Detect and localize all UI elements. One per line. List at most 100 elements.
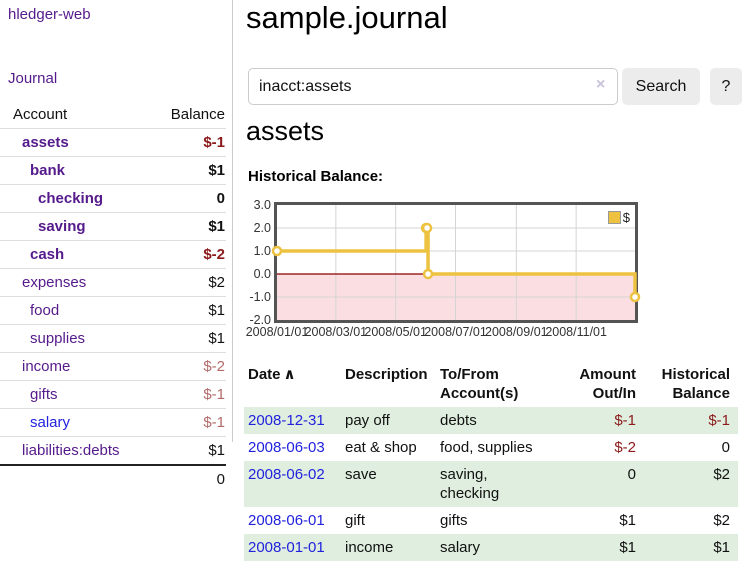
transaction-date-link[interactable]: 2008-01-01 bbox=[248, 539, 325, 556]
x-axis-tick-label: 2008/07/01 bbox=[424, 325, 487, 339]
transaction-accounts: saving, checking bbox=[440, 466, 500, 502]
sidebar-account-link[interactable]: income bbox=[22, 358, 71, 375]
transaction-date-link[interactable]: 2008-06-02 bbox=[248, 466, 325, 483]
accounts-header-line2: Account(s) bbox=[440, 385, 519, 402]
sidebar-account-balance: $1 bbox=[208, 330, 225, 347]
sidebar-account-balance: $1 bbox=[208, 442, 225, 459]
sidebar-account-link[interactable]: expenses bbox=[22, 274, 87, 291]
accounts-header-account: Account bbox=[13, 106, 68, 123]
sidebar-account-balance: $1 bbox=[208, 162, 225, 179]
chart-legend: $ bbox=[605, 209, 632, 226]
sidebar-account-link[interactable]: bank bbox=[30, 162, 66, 179]
amount-header-line1: Amount bbox=[579, 366, 636, 383]
accounts-header-balance: Balance bbox=[170, 106, 225, 123]
legend-label: $ bbox=[622, 210, 630, 225]
transaction-description: gift bbox=[345, 512, 366, 529]
register-table: Date ∧ Description To/From Account(s) Amo… bbox=[244, 362, 738, 561]
sidebar-account-balance: 0 bbox=[216, 190, 225, 207]
sidebar-account-row: cash $-2 bbox=[0, 241, 226, 269]
account-heading: assets bbox=[246, 116, 325, 146]
date-header-label: Date bbox=[248, 366, 281, 383]
sidebar-account-link[interactable]: salary bbox=[30, 414, 71, 431]
transaction-amount: 0 bbox=[627, 466, 636, 483]
sidebar-account-link[interactable]: cash bbox=[30, 246, 65, 263]
y-axis-tick-label: 1.0 bbox=[253, 244, 271, 258]
accounts-header-line1: To/From bbox=[440, 366, 499, 383]
sidebar-account-balance: $1 bbox=[208, 218, 225, 235]
x-axis-tick-label: 2008/11/01 bbox=[545, 325, 607, 339]
register-header-accounts: To/From Account(s) bbox=[436, 362, 540, 407]
page-title: sample.journal bbox=[246, 0, 448, 35]
help-button[interactable]: ? bbox=[710, 68, 742, 105]
sidebar-divider bbox=[232, 0, 233, 442]
sidebar-account-row: saving $1 bbox=[0, 213, 226, 241]
balance-header-line1: Historical bbox=[661, 366, 730, 383]
accounts-total-value: 0 bbox=[216, 471, 225, 488]
sidebar-account-row: income $-2 bbox=[0, 353, 226, 381]
register-header-row: Date ∧ Description To/From Account(s) Amo… bbox=[244, 362, 738, 407]
sidebar-account-link[interactable]: food bbox=[30, 302, 60, 319]
y-axis-tick-label: -2.0 bbox=[249, 313, 271, 327]
transaction-balance: $2 bbox=[713, 466, 730, 483]
search-button[interactable]: Search bbox=[622, 68, 700, 105]
sidebar-account-link[interactable]: saving bbox=[38, 218, 86, 235]
sidebar-account-balance: $-1 bbox=[203, 414, 225, 431]
sidebar-account-link[interactable]: liabilities:debts bbox=[22, 442, 120, 459]
transaction-date-link[interactable]: 2008-06-01 bbox=[248, 512, 325, 529]
sidebar-account-balance: $-1 bbox=[203, 134, 225, 151]
transaction-description: eat & shop bbox=[345, 439, 417, 456]
register-row: 2008-06-02 save saving, checking 0 $2 bbox=[244, 461, 738, 507]
accounts-header-row: Account Balance bbox=[0, 101, 226, 129]
search-input[interactable] bbox=[248, 68, 618, 105]
clear-search-icon[interactable]: × bbox=[596, 76, 606, 93]
register-header-balance: Historical Balance bbox=[644, 362, 738, 407]
sidebar-account-link[interactable]: gifts bbox=[30, 386, 58, 403]
sidebar-account-link[interactable]: assets bbox=[22, 134, 69, 151]
transaction-date-link[interactable]: 2008-06-03 bbox=[248, 439, 325, 456]
y-axis-tick-label: 0.0 bbox=[253, 267, 271, 281]
register-header-date[interactable]: Date ∧ bbox=[244, 362, 341, 407]
y-axis-tick-label: -1.0 bbox=[249, 290, 271, 304]
sidebar-account-row: gifts $-1 bbox=[0, 381, 226, 409]
chart-plot-area: $ bbox=[271, 202, 641, 323]
sidebar-account-link[interactable]: checking bbox=[38, 190, 104, 207]
sidebar-account-row: supplies $1 bbox=[0, 325, 226, 353]
y-axis-tick-label: 3.0 bbox=[253, 198, 271, 212]
sidebar-account-row: bank $1 bbox=[0, 157, 226, 185]
register-row: 2008-06-01 gift gifts $1 $2 bbox=[244, 507, 738, 534]
register-header-description: Description bbox=[345, 366, 428, 383]
app-title-link[interactable]: hledger-web bbox=[8, 6, 91, 23]
transaction-amount: $-1 bbox=[614, 412, 636, 429]
register-row: 2008-06-03 eat & shop food, supplies $-2 0 bbox=[244, 434, 738, 461]
transaction-accounts: food, supplies bbox=[440, 439, 533, 456]
transaction-accounts: debts bbox=[440, 412, 477, 429]
transaction-balance: 0 bbox=[721, 439, 730, 456]
sidebar-account-row: checking 0 bbox=[0, 185, 226, 213]
x-axis-tick-label: 2008/09/01 bbox=[485, 325, 548, 339]
register-row: 2008-12-31 pay off debts $-1 $-1 bbox=[244, 407, 738, 434]
nav-journal-link[interactable]: Journal bbox=[8, 70, 58, 87]
transaction-amount: $-2 bbox=[614, 439, 636, 456]
sidebar-account-balance: $-2 bbox=[203, 358, 225, 375]
transaction-balance: $1 bbox=[713, 539, 730, 556]
sidebar-account-row: salary $-1 bbox=[0, 409, 226, 437]
sidebar-account-row: assets $-1 bbox=[0, 129, 226, 157]
sidebar-account-balance: $-2 bbox=[203, 246, 225, 263]
transaction-description: pay off bbox=[345, 412, 390, 429]
x-axis-tick-label: 2008/03/01 bbox=[304, 325, 368, 339]
transaction-amount: $1 bbox=[619, 512, 636, 529]
transaction-balance: $2 bbox=[713, 512, 730, 529]
historical-balance-chart: $ 3.0 2.0 1.0 0.0 -1.0 -2.0 2008/01/01 2008/03/… bbox=[240, 198, 742, 343]
transaction-description: income bbox=[345, 539, 394, 556]
sidebar-account-link[interactable]: supplies bbox=[30, 330, 86, 347]
sort-ascending-icon: ∧ bbox=[283, 366, 296, 383]
sidebar-account-row: liabilities:debts $1 bbox=[0, 437, 226, 465]
sidebar-account-row: food $1 bbox=[0, 297, 226, 325]
register-header-amount: Amount Out/In bbox=[540, 362, 644, 407]
x-axis-tick-label: 2008/05/01 bbox=[364, 325, 427, 339]
accounts-total-row: 0 bbox=[0, 465, 226, 493]
amount-header-line2: Out/In bbox=[592, 385, 636, 402]
sidebar-account-row: expenses $2 bbox=[0, 269, 226, 297]
transaction-accounts: gifts bbox=[440, 512, 468, 529]
transaction-date-link[interactable]: 2008-12-31 bbox=[248, 412, 325, 429]
